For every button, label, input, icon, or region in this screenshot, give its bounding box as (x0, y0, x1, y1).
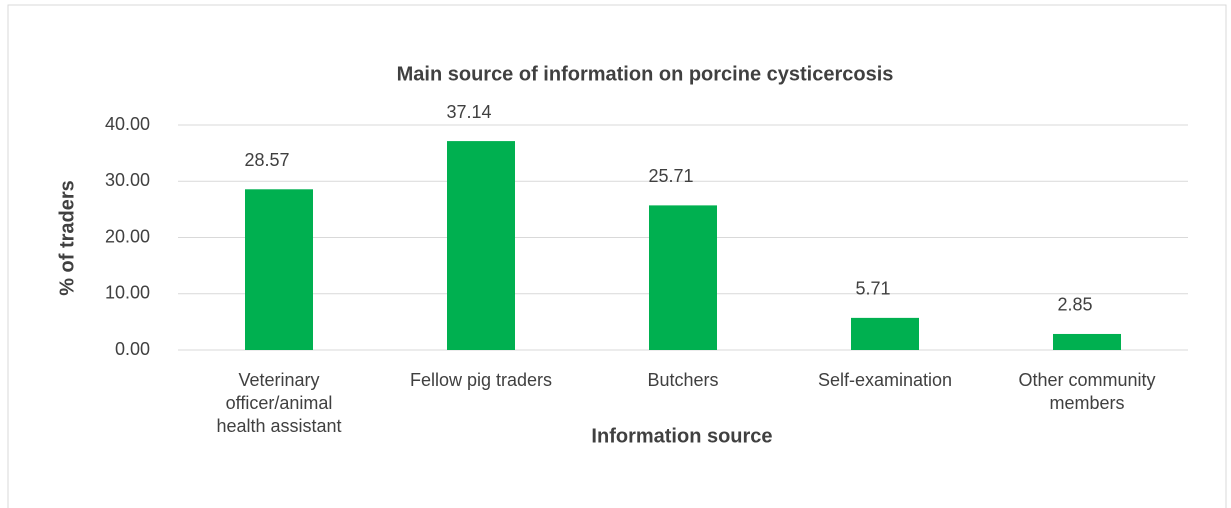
y-tick-label: 10.00 (105, 283, 150, 303)
bar (447, 141, 515, 350)
x-tick-label: Fellow pig traders (409, 370, 553, 390)
bar (1053, 333, 1121, 350)
chart-title: Main source of information on porcine cy… (397, 63, 894, 85)
x-tick-label: Self-examination (817, 370, 953, 390)
bar (649, 205, 717, 350)
x-axis-title: Information source (591, 425, 772, 447)
bar (851, 317, 919, 350)
y-tick-label: 20.00 (105, 226, 150, 246)
data-label: 5.71 (855, 279, 890, 299)
x-tick-label: Butchers (647, 370, 719, 390)
data-label: 25.71 (648, 166, 693, 186)
data-label: 28.57 (244, 150, 289, 170)
x-tick-label: Other community members (1018, 370, 1156, 413)
x-tick-label: Veterinary officer/animal health assista… (216, 370, 342, 436)
y-tick-label: 0.00 (115, 339, 150, 359)
y-axis-title: % of traders (56, 180, 78, 296)
chart-frame (7, 4, 1227, 508)
y-tick-label: 30.00 (105, 170, 150, 190)
y-tick-label: 40.00 (105, 114, 150, 134)
data-label: 2.85 (1057, 295, 1092, 315)
bar (245, 189, 313, 350)
data-label: 37.14 (446, 102, 491, 122)
